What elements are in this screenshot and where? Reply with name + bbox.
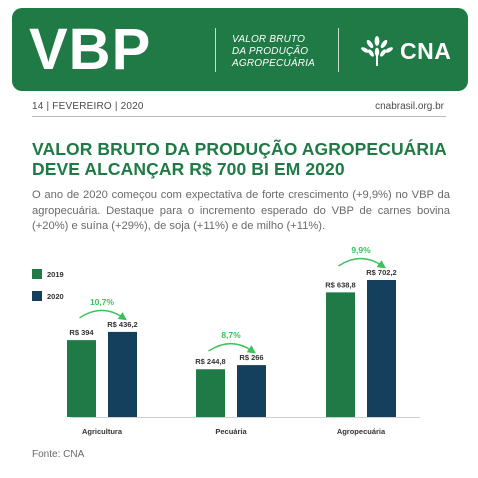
data-label: R$ 266 — [239, 353, 263, 362]
meta-divider — [32, 116, 446, 117]
data-label: R$ 436,2 — [107, 320, 137, 329]
growth-label: 9,9% — [351, 245, 371, 255]
bar-2020-agricultura — [108, 331, 137, 417]
header-subtitle-line: DA PRODUÇÃO — [232, 46, 309, 57]
cna-wheat-logo-icon — [361, 36, 393, 66]
header-banner: VBP VALOR BRUTO DA PRODUÇÃO AGROPECUÁRIA… — [12, 8, 468, 91]
growth-arrow — [79, 309, 127, 321]
header-divider-left — [215, 28, 216, 72]
growth-arrow — [338, 257, 386, 269]
bar-2019-pecuária — [196, 369, 225, 417]
legend-swatch-2019 — [32, 269, 42, 279]
growth-label: 10,7% — [90, 297, 115, 307]
bar-2019-agropecuária — [326, 292, 355, 417]
headline-line: VALOR BRUTO DA PRODUÇÃO AGROPECUÁRIA — [32, 139, 447, 159]
bar-2019-agricultura — [67, 340, 96, 417]
header-divider-right — [338, 28, 339, 72]
header-subtitle-line: VALOR BRUTO — [232, 34, 306, 45]
bar-2020-agropecuária — [367, 280, 396, 417]
header-subtitle: VALOR BRUTO DA PRODUÇÃO AGROPECUÁRIA — [232, 34, 342, 70]
bar-2020-pecuária — [237, 365, 266, 417]
category-label: Agricultura — [82, 427, 123, 436]
data-label: R$ 244,8 — [195, 357, 225, 366]
legend-label-2019: 2019 — [47, 270, 64, 279]
publication-date: 14 | FEVEREIRO | 2020 — [32, 101, 144, 112]
growth-label: 8,7% — [221, 330, 241, 340]
website-link[interactable]: cnabrasil.org.br — [375, 101, 444, 112]
data-label: R$ 702,2 — [366, 268, 396, 277]
legend-label-2020: 2020 — [47, 292, 64, 301]
cna-brand: CNA — [400, 38, 452, 64]
source-note: Fonte: CNA — [32, 449, 85, 460]
headline-line: DEVE ALCANÇAR R$ 700 BI EM 2020 — [32, 159, 345, 179]
growth-arrow — [208, 342, 256, 354]
data-label: R$ 394 — [69, 328, 94, 337]
intro-paragraph: O ano de 2020 começou com expectativa de… — [32, 189, 450, 232]
header-subtitle-line: AGROPECUÁRIA — [232, 58, 315, 69]
category-label: Pecuária — [215, 427, 247, 436]
headline: VALOR BRUTO DA PRODUÇÃO AGROPECUÁRIA DEV… — [32, 139, 452, 179]
legend-swatch-2020 — [32, 291, 42, 301]
data-label: R$ 638,8 — [325, 280, 355, 289]
category-label: Agropecuária — [337, 427, 386, 436]
vbp-logo: VBP — [29, 17, 152, 82]
